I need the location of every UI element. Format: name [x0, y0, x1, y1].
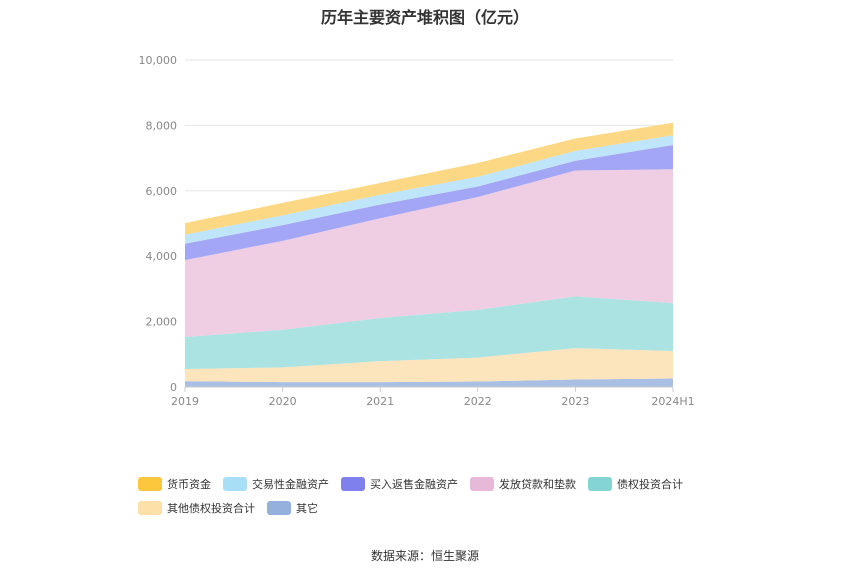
x-tick-label: 2024H1 — [651, 395, 694, 408]
x-tick-label: 2019 — [171, 395, 199, 408]
y-tick-label: 8,000 — [146, 119, 178, 132]
legend-row-2: 其他债权投资合计 其它 — [138, 496, 738, 520]
legend-item-trading-assets[interactable]: 交易性金融资产 — [223, 476, 329, 492]
legend-item-cash[interactable]: 货币资金 — [138, 476, 211, 492]
legend-label-reverse-repo: 买入返售金融资产 — [370, 478, 458, 491]
legend-label-loans: 发放贷款和垫款 — [499, 478, 576, 491]
legend-item-other[interactable]: 其它 — [267, 500, 318, 516]
y-tick-label: 0 — [170, 381, 177, 394]
legend-item-debt-investments[interactable]: 债权投资合计 — [588, 476, 683, 492]
area-series — [185, 135, 673, 244]
legend-label-debt-investments: 债权投资合计 — [617, 478, 683, 491]
legend-swatch-trading-assets — [223, 477, 247, 491]
legend-item-reverse-repo[interactable]: 买入返售金融资产 — [341, 476, 458, 492]
y-tick-label: 10,000 — [139, 54, 178, 67]
x-tick-label: 2023 — [561, 395, 589, 408]
legend-label-trading-assets: 交易性金融资产 — [252, 478, 329, 491]
area-series — [185, 122, 673, 235]
legend-label-other: 其它 — [296, 502, 318, 515]
legend-row-1: 货币资金 交易性金融资产 买入返售金融资产 发放贷款和垫款 债权投资合计 — [138, 472, 738, 496]
legend-swatch-cash — [138, 477, 162, 491]
stacked-area-chart: 0 2,000 4,000 6,000 8,000 10,000 2019 2020 2021 2… — [139, 54, 695, 408]
area-series — [185, 169, 673, 337]
area-series — [185, 145, 673, 261]
x-tick-label: 2022 — [464, 395, 492, 408]
legend-swatch-loans — [470, 477, 494, 491]
y-tick-label: 4,000 — [146, 250, 178, 263]
area-series — [185, 378, 673, 387]
legend-item-loans[interactable]: 发放贷款和垫款 — [470, 476, 576, 492]
legend-label-other-debt-investments: 其他债权投资合计 — [167, 502, 255, 515]
legend-swatch-other — [267, 501, 291, 515]
legend-swatch-other-debt-investments — [138, 501, 162, 515]
y-tick-label: 2,000 — [146, 316, 178, 329]
x-tick-label: 2020 — [269, 395, 297, 408]
data-source: 数据来源：恒生聚源 — [370, 549, 479, 563]
legend-swatch-reverse-repo — [341, 477, 365, 491]
legend-label-cash: 货币资金 — [167, 478, 211, 491]
legend-item-other-debt-investments[interactable]: 其他债权投资合计 — [138, 500, 255, 516]
x-tick-label: 2021 — [366, 395, 394, 408]
y-tick-label: 6,000 — [146, 185, 178, 198]
chart-title: 历年主要资产堆积图（亿元） — [320, 8, 529, 27]
chart-legend: 货币资金 交易性金融资产 买入返售金融资产 发放贷款和垫款 债权投资合计 其他债… — [138, 472, 738, 520]
legend-swatch-debt-investments — [588, 477, 612, 491]
area-series — [185, 296, 673, 370]
area-series — [185, 348, 673, 383]
